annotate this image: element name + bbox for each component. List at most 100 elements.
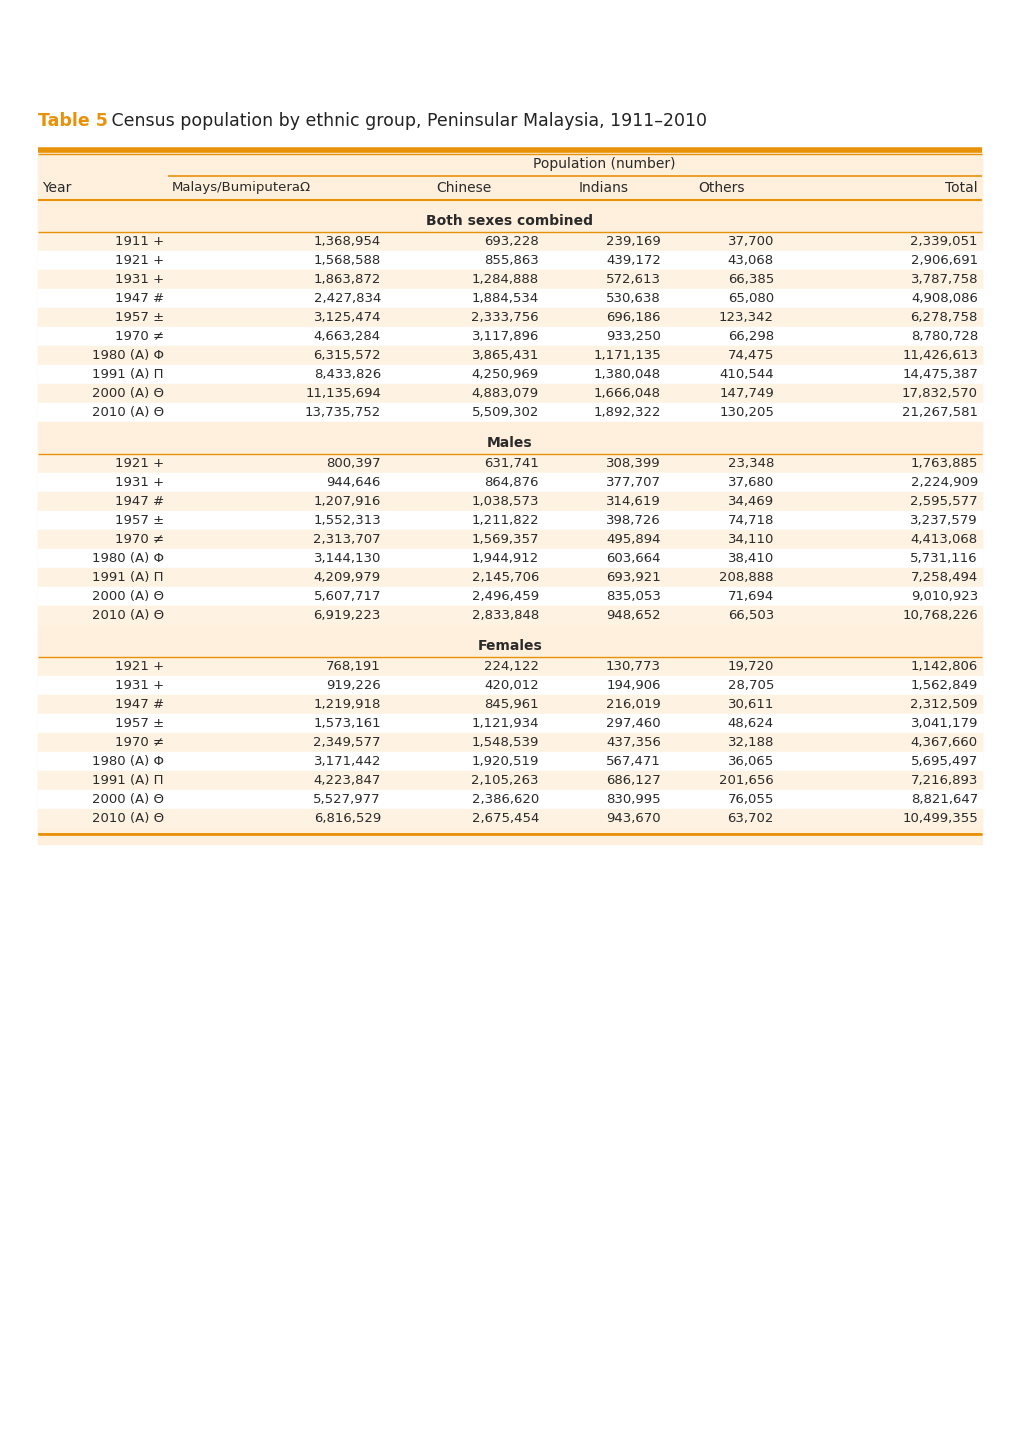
Text: 3,144,130: 3,144,130 xyxy=(313,552,381,565)
Text: 11,426,613: 11,426,613 xyxy=(901,349,977,362)
Text: Chinese: Chinese xyxy=(436,182,491,195)
Text: 2,339,051: 2,339,051 xyxy=(910,235,977,248)
Text: 1980 (A) Φ: 1980 (A) Φ xyxy=(92,552,164,565)
Text: 1,884,534: 1,884,534 xyxy=(471,291,538,306)
Text: 1970 ≠: 1970 ≠ xyxy=(115,534,164,547)
Bar xyxy=(38,587,981,606)
Text: Total: Total xyxy=(945,182,977,195)
Text: 4,367,660: 4,367,660 xyxy=(910,735,977,748)
Text: 19,720: 19,720 xyxy=(727,660,773,673)
Text: 3,117,896: 3,117,896 xyxy=(471,330,538,343)
Text: 800,397: 800,397 xyxy=(326,457,381,470)
Text: Indians: Indians xyxy=(579,182,629,195)
Bar xyxy=(38,549,981,568)
Text: 3,237,579: 3,237,579 xyxy=(910,513,977,526)
Text: 74,475: 74,475 xyxy=(727,349,773,362)
Text: 308,399: 308,399 xyxy=(605,457,660,470)
Text: 1,038,573: 1,038,573 xyxy=(471,495,538,508)
Text: 943,670: 943,670 xyxy=(605,812,660,825)
Bar xyxy=(38,365,981,384)
Text: 30,611: 30,611 xyxy=(727,698,773,711)
Bar xyxy=(38,423,981,433)
Bar xyxy=(38,606,981,624)
Text: Males: Males xyxy=(487,435,532,450)
Bar xyxy=(38,531,981,549)
Text: 6,278,758: 6,278,758 xyxy=(910,311,977,324)
Text: 495,894: 495,894 xyxy=(606,534,660,547)
Text: 17,832,570: 17,832,570 xyxy=(901,386,977,399)
Text: 7,216,893: 7,216,893 xyxy=(910,774,977,787)
Text: 14,475,387: 14,475,387 xyxy=(901,368,977,381)
Text: 10,768,226: 10,768,226 xyxy=(902,609,977,622)
Text: 1,892,322: 1,892,322 xyxy=(593,407,660,420)
Text: 1991 (A) Π: 1991 (A) Π xyxy=(93,571,164,584)
Text: 4,663,284: 4,663,284 xyxy=(314,330,381,343)
Text: 1,368,954: 1,368,954 xyxy=(314,235,381,248)
Text: 8,821,647: 8,821,647 xyxy=(910,793,977,806)
Text: 1947 #: 1947 # xyxy=(115,495,164,508)
Text: 123,342: 123,342 xyxy=(718,311,773,324)
Text: 864,876: 864,876 xyxy=(484,476,538,489)
Bar xyxy=(38,402,981,423)
Text: Population (number): Population (number) xyxy=(532,157,675,172)
Text: 5,527,977: 5,527,977 xyxy=(313,793,381,806)
Text: 2,333,756: 2,333,756 xyxy=(471,311,538,324)
Text: 66,385: 66,385 xyxy=(727,273,773,286)
Text: 66,298: 66,298 xyxy=(728,330,773,343)
Bar xyxy=(38,828,981,833)
Text: 130,773: 130,773 xyxy=(605,660,660,673)
Text: 830,995: 830,995 xyxy=(605,793,660,806)
Text: 2,496,459: 2,496,459 xyxy=(472,590,538,603)
Text: 1921 +: 1921 + xyxy=(115,457,164,470)
Bar xyxy=(38,151,981,176)
Text: 11,135,694: 11,135,694 xyxy=(305,386,381,399)
Text: 693,921: 693,921 xyxy=(605,571,660,584)
Text: 2,313,707: 2,313,707 xyxy=(313,534,381,547)
Bar xyxy=(38,492,981,510)
Text: 2,675,454: 2,675,454 xyxy=(471,812,538,825)
Bar xyxy=(38,634,981,658)
Text: 631,741: 631,741 xyxy=(484,457,538,470)
Bar xyxy=(38,790,981,809)
Text: 855,863: 855,863 xyxy=(484,254,538,267)
Bar xyxy=(38,751,981,771)
Text: 4,250,969: 4,250,969 xyxy=(472,368,538,381)
Text: 1911 +: 1911 + xyxy=(115,235,164,248)
Text: 1,763,885: 1,763,885 xyxy=(910,457,977,470)
Text: 28,705: 28,705 xyxy=(727,679,773,692)
Text: 835,053: 835,053 xyxy=(605,590,660,603)
Text: 10,499,355: 10,499,355 xyxy=(902,812,977,825)
Bar xyxy=(38,624,981,634)
Text: 5,509,302: 5,509,302 xyxy=(471,407,538,420)
Text: 147,749: 147,749 xyxy=(718,386,773,399)
Text: 948,652: 948,652 xyxy=(605,609,660,622)
Text: 6,919,223: 6,919,223 xyxy=(313,609,381,622)
Text: Both sexes combined: Both sexes combined xyxy=(426,213,593,228)
Text: 919,226: 919,226 xyxy=(326,679,381,692)
Text: 410,544: 410,544 xyxy=(718,368,773,381)
Text: Year: Year xyxy=(42,182,71,195)
Text: 208,888: 208,888 xyxy=(718,571,773,584)
Text: 2010 (A) Θ: 2010 (A) Θ xyxy=(92,407,164,420)
Text: 3,125,474: 3,125,474 xyxy=(313,311,381,324)
Bar xyxy=(38,384,981,402)
Text: 1,207,916: 1,207,916 xyxy=(313,495,381,508)
Text: 216,019: 216,019 xyxy=(605,698,660,711)
Bar xyxy=(38,327,981,346)
Bar xyxy=(38,232,981,251)
Text: 32,188: 32,188 xyxy=(727,735,773,748)
Text: 71,694: 71,694 xyxy=(727,590,773,603)
Text: 130,205: 130,205 xyxy=(718,407,773,420)
Text: 2,595,577: 2,595,577 xyxy=(910,495,977,508)
Text: 696,186: 696,186 xyxy=(606,311,660,324)
Text: 1,171,135: 1,171,135 xyxy=(593,349,660,362)
Text: 8,433,826: 8,433,826 xyxy=(314,368,381,381)
Text: 2000 (A) Θ: 2000 (A) Θ xyxy=(92,590,164,603)
Text: 23,348: 23,348 xyxy=(727,457,773,470)
Text: 1970 ≠: 1970 ≠ xyxy=(115,735,164,748)
Bar xyxy=(38,809,981,828)
Text: Malays/BumiputeraΩ: Malays/BumiputeraΩ xyxy=(172,182,311,195)
Text: 2,386,620: 2,386,620 xyxy=(471,793,538,806)
Bar xyxy=(38,251,981,270)
Text: 5,607,717: 5,607,717 xyxy=(313,590,381,603)
